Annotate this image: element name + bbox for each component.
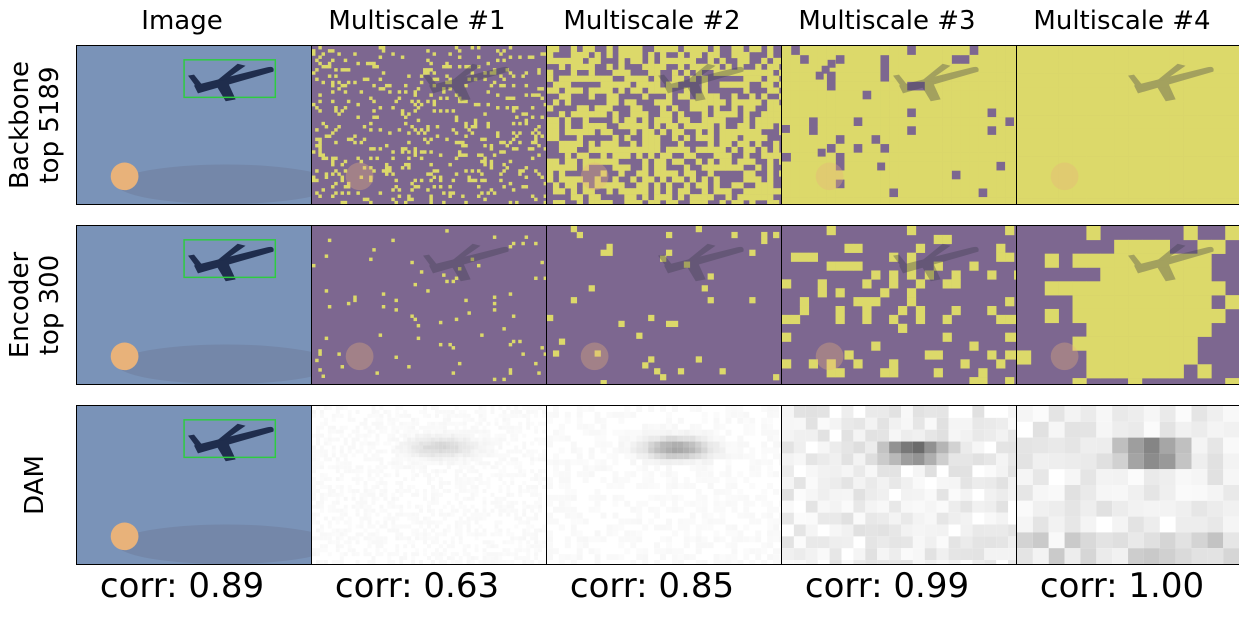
airplane-icon <box>423 243 509 282</box>
mask-cells <box>1017 46 1239 204</box>
mask-cells <box>782 46 1016 204</box>
mask-cells <box>312 46 546 204</box>
column-title-multiscale-1: Multiscale #1 <box>328 6 506 36</box>
panel-backbone-image <box>76 45 312 205</box>
panel-encoder-image <box>76 225 312 385</box>
airplane-icon <box>893 63 979 102</box>
panel-backbone-multiscale-4 <box>1016 45 1239 205</box>
airplane-icon <box>188 423 274 462</box>
panel-encoder-multiscale-3 <box>781 225 1017 385</box>
moon-icon <box>110 522 139 551</box>
airplane-icon <box>423 63 509 102</box>
airplane-icon <box>893 243 979 282</box>
heatmap-cells <box>312 406 546 564</box>
heatmap-cells <box>547 406 781 564</box>
airplane-icon <box>1128 63 1214 102</box>
panel-backbone-multiscale-2 <box>546 45 782 205</box>
row-label-encoder: Encoder top 300 <box>5 251 65 359</box>
column-title-multiscale-2: Multiscale #2 <box>563 6 741 36</box>
panel-dam-multiscale-3 <box>781 405 1017 565</box>
bounding-box <box>183 239 277 279</box>
moon-icon <box>815 342 844 371</box>
panel-encoder-multiscale-2 <box>546 225 782 385</box>
mask-cells <box>782 226 1016 384</box>
corr-label-multiscale-3: corr: 0.99 <box>804 566 970 606</box>
moon-icon <box>345 162 374 191</box>
airplane-icon <box>188 63 274 102</box>
panel-dam-multiscale-1 <box>311 405 547 565</box>
column-title-multiscale-3: Multiscale #3 <box>798 6 976 36</box>
row-label-dam: DAM <box>19 455 50 515</box>
moon-icon <box>1050 162 1079 191</box>
mask-cells <box>1017 226 1239 384</box>
panel-dam-image <box>76 405 312 565</box>
moon-icon <box>580 162 609 191</box>
row-label-backbone: Backbone top 5189 <box>5 60 66 190</box>
airplane-icon <box>1128 243 1214 282</box>
panel-backbone-multiscale-1 <box>311 45 547 205</box>
mask-cells <box>547 46 781 204</box>
bounding-box <box>183 419 277 459</box>
mask-cells <box>547 226 780 384</box>
corr-label-multiscale-2: corr: 0.85 <box>569 566 735 606</box>
airplane-icon <box>658 243 744 282</box>
moon-icon <box>345 342 374 371</box>
moon-icon <box>110 342 139 371</box>
airplane-icon <box>188 243 274 282</box>
heatmap-cells <box>782 406 1016 564</box>
bounding-box <box>183 59 277 99</box>
mask-cells <box>312 229 546 382</box>
column-title-image: Image <box>141 6 223 36</box>
panel-encoder-multiscale-1 <box>311 225 547 385</box>
corr-label-image: corr: 0.89 <box>99 566 265 606</box>
panel-encoder-multiscale-4 <box>1016 225 1239 385</box>
moon-icon <box>580 342 609 371</box>
panel-backbone-multiscale-3 <box>781 45 1017 205</box>
moon-icon <box>1050 342 1079 371</box>
panel-dam-multiscale-4 <box>1016 405 1239 565</box>
airplane-icon <box>658 63 744 102</box>
heatmap-cells <box>1017 406 1239 564</box>
column-title-multiscale-4: Multiscale #4 <box>1033 6 1211 36</box>
panel-dam-multiscale-2 <box>546 405 782 565</box>
corr-label-multiscale-4: corr: 1.00 <box>1039 566 1205 606</box>
moon-icon <box>815 162 844 191</box>
moon-icon <box>110 162 139 191</box>
corr-label-multiscale-1: corr: 0.63 <box>334 566 500 606</box>
